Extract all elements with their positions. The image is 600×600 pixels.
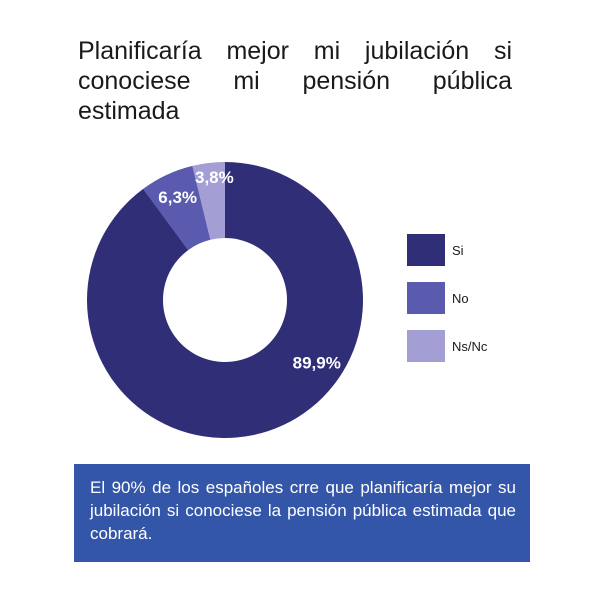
slice-nsnc xyxy=(192,162,225,240)
slice-no xyxy=(143,165,211,251)
chart-title: Planificaría mejor mi jubilación si cono… xyxy=(78,37,512,125)
summary-box: El 90% de los españoles crre que planifi… xyxy=(74,464,530,562)
label-si: 89,9% xyxy=(293,354,341,373)
legend-swatch-nsnc xyxy=(407,330,445,362)
label-no: 6,3% xyxy=(158,188,197,207)
chart-legend: Si No Ns/Nc xyxy=(407,234,487,378)
legend-label-no: No xyxy=(452,290,469,306)
legend-item-no: No xyxy=(407,282,487,314)
legend-label-nsnc: Ns/Nc xyxy=(452,338,488,354)
legend-swatch-si xyxy=(407,234,445,266)
legend-label-si: Si xyxy=(452,242,464,258)
legend-item-si: Si xyxy=(407,234,487,266)
legend-swatch-no xyxy=(407,282,445,314)
slice-si xyxy=(86,162,363,438)
summary-text: El 90% de los españoles crre que planifi… xyxy=(90,478,516,543)
legend-item-nsnc: Ns/Nc xyxy=(407,330,487,362)
label-nsnc: 3,8% xyxy=(195,168,234,187)
